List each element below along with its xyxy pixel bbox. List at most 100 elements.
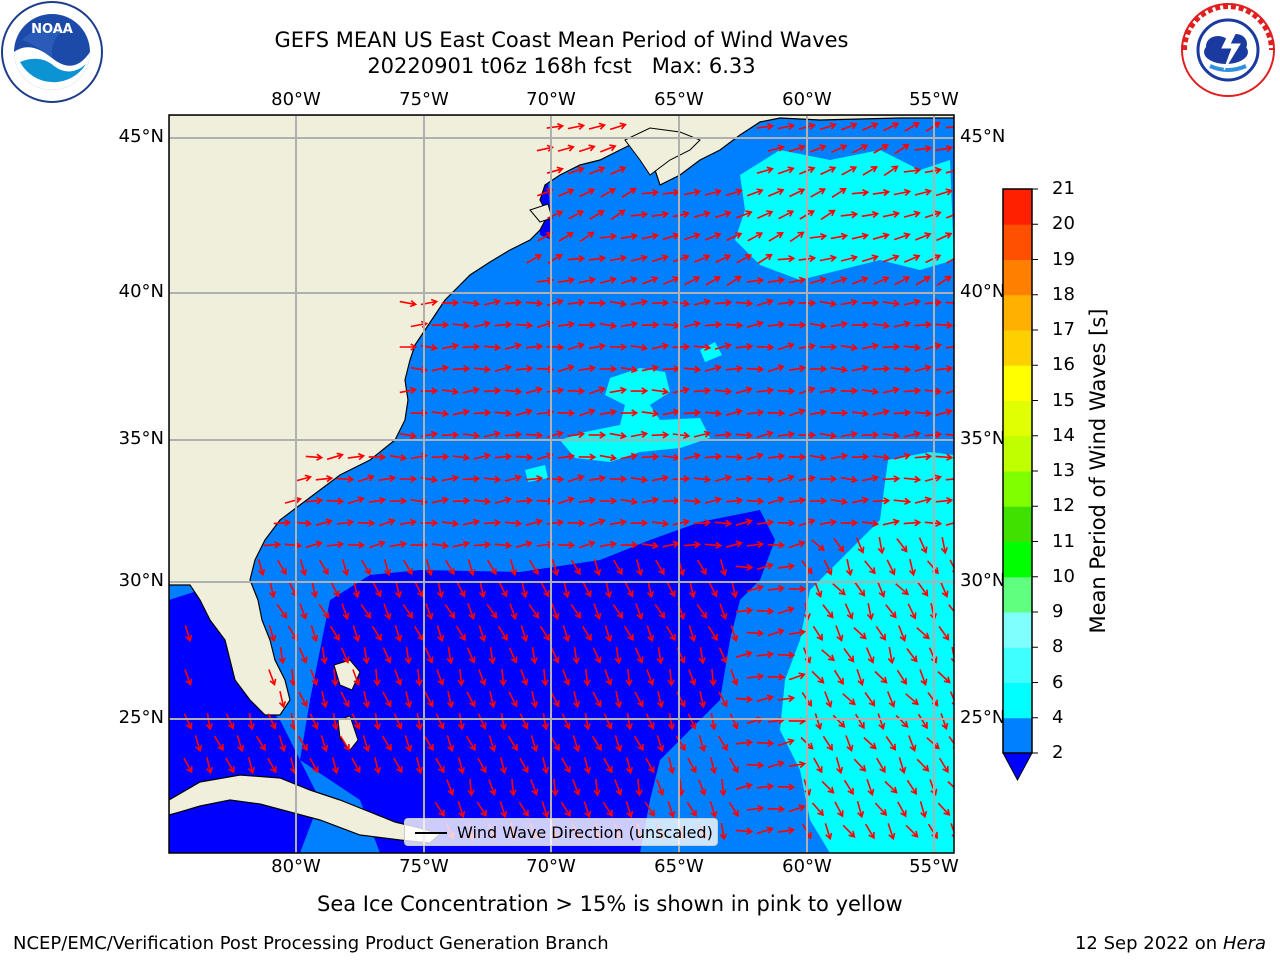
wave-arrow (393, 713, 403, 730)
long-period-region (560, 368, 710, 462)
wave-arrow (431, 541, 450, 550)
wave-arrow (483, 387, 502, 395)
wave-arrow (688, 625, 697, 643)
wave-arrow (893, 409, 912, 417)
wave-arrow (562, 581, 571, 599)
wave-arrow (914, 320, 933, 329)
wave-arrow (399, 518, 418, 527)
wave-arrow (476, 801, 487, 818)
wave-arrow (903, 430, 922, 438)
wave-arrow (840, 519, 859, 527)
wave-arrow (840, 210, 859, 219)
wave-arrow (497, 625, 508, 642)
wave-arrow (578, 276, 597, 284)
wave-arrow (268, 581, 277, 599)
wave-arrow (865, 647, 875, 664)
wave-arrow (897, 801, 907, 818)
wave-arrow (641, 232, 660, 240)
wave-arrow (462, 475, 481, 483)
wave-arrow (924, 342, 943, 350)
wave-arrow (788, 672, 806, 681)
wave-arrow (572, 646, 580, 665)
wave-arrow (278, 646, 286, 665)
wave-arrow (494, 541, 513, 550)
wave-arrow (854, 713, 865, 730)
wave-arrow (508, 647, 518, 664)
wave-arrow (557, 496, 575, 505)
wave-arrow (633, 735, 644, 752)
wave-arrow (389, 453, 408, 462)
wave-arrow (864, 823, 875, 840)
colorbar-tick-label: 2 (1052, 742, 1064, 763)
wave-arrow (777, 387, 796, 395)
wave-arrow (646, 625, 655, 643)
wave-arrow (688, 669, 697, 686)
wave-arrow (746, 276, 765, 285)
wave-arrow (821, 780, 835, 794)
wave-arrow (757, 210, 774, 220)
wave-arrow (499, 668, 507, 687)
wave-arrow (263, 541, 282, 549)
wave-arrow (310, 581, 319, 599)
wave-arrow (520, 581, 529, 599)
wave-arrow (630, 387, 649, 395)
wave-arrow (319, 559, 329, 576)
wave-arrow (507, 735, 518, 752)
wave-arrow (583, 801, 592, 819)
wave-arrow (225, 713, 235, 730)
wave-arrow (347, 541, 366, 549)
wave-arrow (466, 647, 476, 664)
wave-arrow (735, 782, 753, 790)
lat-label-left: 30°N (118, 570, 164, 591)
wave-arrow (683, 452, 702, 460)
wave-arrow (567, 298, 586, 307)
wave-arrow (268, 625, 277, 643)
wave-arrow (446, 735, 455, 753)
wave-arrow (768, 232, 784, 242)
wave-arrow (683, 541, 702, 549)
wave-arrow (851, 453, 870, 461)
wave-arrow (462, 431, 481, 440)
lon-label-top: 65°W (654, 89, 704, 110)
wave-arrow (641, 496, 660, 504)
wave-arrow (725, 364, 744, 373)
noaa-logo-icon: NOAA (1, 1, 103, 103)
wave-arrow (441, 519, 460, 528)
wave-arrow (935, 364, 954, 373)
wave-arrow (599, 365, 618, 373)
wave-arrow (267, 757, 277, 774)
colorbar-segment (1003, 506, 1032, 542)
wave-arrow (478, 669, 487, 686)
subtitle: 20220901 t06z 168h fcst Max: 6.33 (367, 54, 756, 78)
wave-arrow (536, 452, 554, 461)
wave-arrow (756, 298, 774, 307)
wave-arrow (371, 625, 382, 642)
footer-credit: NCEP/EMC/Verification Post Processing Pr… (13, 933, 609, 954)
wave-arrow (672, 254, 690, 263)
wave-arrow (672, 343, 691, 351)
wave-arrow (874, 670, 888, 684)
wave-arrow (735, 606, 754, 615)
wave-arrow (654, 603, 666, 619)
wave-arrow (184, 625, 193, 643)
wave-arrow (842, 693, 856, 706)
wave-arrow (415, 668, 423, 687)
wave-arrow (610, 166, 627, 176)
wave-arrow (756, 562, 774, 571)
wave-arrow (777, 298, 796, 307)
wave-arrow (550, 647, 560, 664)
wave-arrow (756, 518, 775, 527)
wave-arrow (445, 559, 455, 576)
wave-arrow (861, 299, 880, 307)
wave-arrow (854, 582, 866, 597)
wave-arrow (588, 166, 606, 175)
wave-arrow (651, 210, 670, 219)
wave-arrow (767, 320, 786, 329)
lon-label-top: 80°W (271, 89, 321, 110)
wave-arrow (646, 669, 655, 686)
wave-arrow (487, 559, 497, 576)
colorbar-segment (1003, 189, 1032, 225)
footer-date: 12 Sep 2022 on Hera (1075, 933, 1266, 955)
wave-arrow (504, 519, 523, 528)
wave-arrow (833, 669, 844, 686)
